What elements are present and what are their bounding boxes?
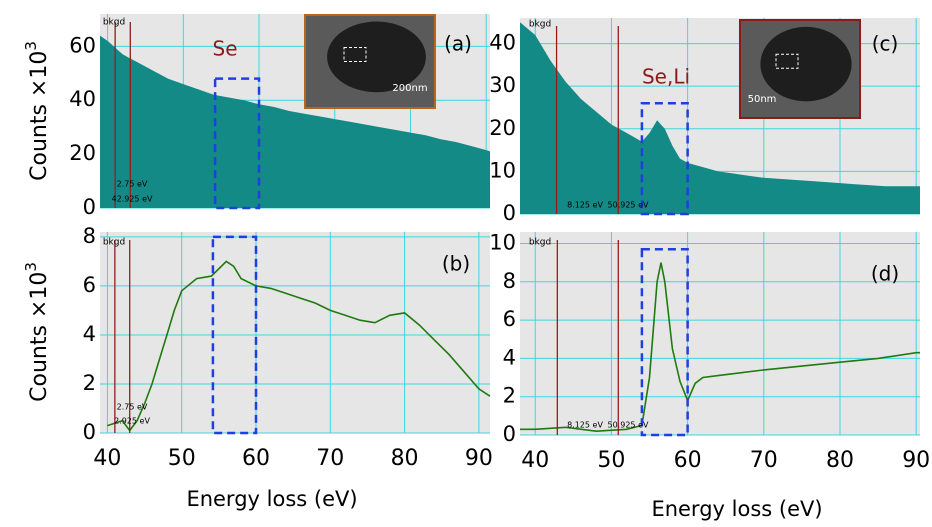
annotation: bkgd bbox=[103, 238, 125, 248]
y-tick-label: 6 bbox=[83, 273, 96, 297]
y-axis-label-text: Counts ×10 bbox=[27, 51, 52, 181]
panel-label: (b) bbox=[442, 252, 470, 276]
y-tick-label: 8 bbox=[83, 224, 96, 248]
panel-label: (c) bbox=[872, 32, 899, 56]
inset-particle bbox=[760, 26, 852, 102]
y-axis-label: Counts ×103 bbox=[22, 262, 53, 402]
y-axis-label-exponent: 3 bbox=[22, 262, 40, 272]
y-tick-label: 20 bbox=[489, 116, 516, 140]
annotation: 50nm bbox=[748, 94, 777, 105]
annotation: bkgd bbox=[103, 18, 125, 28]
highlight-box bbox=[211, 235, 258, 435]
y-tick-label: 0 bbox=[83, 420, 96, 444]
y-tick-label: 10 bbox=[489, 230, 516, 254]
y-tick-label: 20 bbox=[69, 141, 96, 165]
x-axis-label: Energy loss (eV) bbox=[651, 497, 822, 521]
panel: 40 50 60 70 80 90 0 2 4 6 8 (b) bkgd 2.75 eV 2.925 eV C… bbox=[22, 224, 493, 511]
x-tick-label: 40 bbox=[521, 448, 549, 473]
x-tick-label: 60 bbox=[674, 448, 702, 473]
highlight-box bbox=[640, 247, 689, 437]
annotation: 50.925 eV bbox=[608, 201, 649, 210]
y-tick-label: 40 bbox=[69, 87, 96, 111]
annotation: 2.75 eV bbox=[117, 180, 148, 189]
y-tick-label: 4 bbox=[503, 345, 516, 369]
y-tick-label: 0 bbox=[503, 422, 516, 446]
spectrum-area bbox=[100, 35, 490, 208]
x-tick-label: 90 bbox=[902, 448, 930, 473]
annotation: bkgd bbox=[529, 238, 551, 248]
panel: 0 10 20 30 40 (c) Se,Li bkgd 8.125 eV 50.925 eV 50… bbox=[489, 18, 920, 225]
y-tick-label: 40 bbox=[489, 31, 516, 55]
plot-area bbox=[520, 232, 920, 435]
y-axis-label: Counts ×103 bbox=[22, 41, 53, 181]
plot-area bbox=[100, 232, 490, 433]
x-tick-label: 80 bbox=[391, 446, 419, 471]
x-tick-label: 70 bbox=[750, 448, 778, 473]
y-tick-label: 0 bbox=[503, 201, 516, 225]
y-axis-label-exponent: 3 bbox=[22, 41, 40, 51]
annotation: 200nm bbox=[392, 83, 427, 94]
inset-marker bbox=[775, 53, 799, 69]
x-tick-label: 40 bbox=[93, 446, 121, 471]
panel-label: (a) bbox=[444, 32, 472, 56]
annotation: 8.125 eV bbox=[567, 201, 603, 210]
inset-particle bbox=[327, 21, 426, 93]
panel: 40 50 60 70 80 90 0 2 4 6 8 10 (d) bkgd 8.125 eV 50.925… bbox=[489, 230, 930, 521]
annotation: Se bbox=[213, 37, 238, 61]
y-tick-label: 60 bbox=[69, 33, 96, 57]
spectrum-line bbox=[520, 262, 920, 433]
y-tick-label: 30 bbox=[489, 73, 516, 97]
y-tick-label: 10 bbox=[489, 158, 516, 182]
spectrum-area bbox=[520, 22, 920, 214]
y-tick-label: 2 bbox=[503, 384, 516, 408]
y-tick-label: 4 bbox=[83, 322, 96, 346]
annotation: 50.925 eV bbox=[608, 421, 649, 430]
y-tick-label: 0 bbox=[83, 195, 96, 219]
inset-marker bbox=[343, 47, 367, 63]
x-tick-label: 80 bbox=[826, 448, 854, 473]
annotation: 42.925 eV bbox=[112, 195, 153, 204]
annotation: Se,Li bbox=[642, 65, 690, 89]
y-tick-label: 8 bbox=[503, 269, 516, 293]
x-tick-label: 50 bbox=[168, 446, 196, 471]
x-tick-label: 60 bbox=[242, 446, 270, 471]
annotation: 2.925 eV bbox=[114, 417, 150, 426]
panel-label: (d) bbox=[871, 262, 899, 286]
x-tick-label: 90 bbox=[465, 446, 493, 471]
x-tick-label: 70 bbox=[316, 446, 344, 471]
y-tick-label: 2 bbox=[83, 371, 96, 395]
annotation: bkgd bbox=[529, 20, 551, 30]
y-tick-label: 6 bbox=[503, 307, 516, 331]
highlight-box bbox=[213, 77, 261, 210]
x-axis-label: Energy loss (eV) bbox=[186, 487, 357, 511]
annotation: 8.125 eV bbox=[567, 421, 603, 430]
x-tick-label: 50 bbox=[597, 448, 625, 473]
panel: 0 20 40 60 (a) Se bkgd 2.75 eV 42.925 eV 200nm Cou… bbox=[22, 14, 490, 219]
spectrum-line bbox=[107, 260, 491, 432]
y-axis-label-text: Counts ×10 bbox=[27, 272, 52, 402]
annotation: 2.75 eV bbox=[117, 403, 148, 412]
